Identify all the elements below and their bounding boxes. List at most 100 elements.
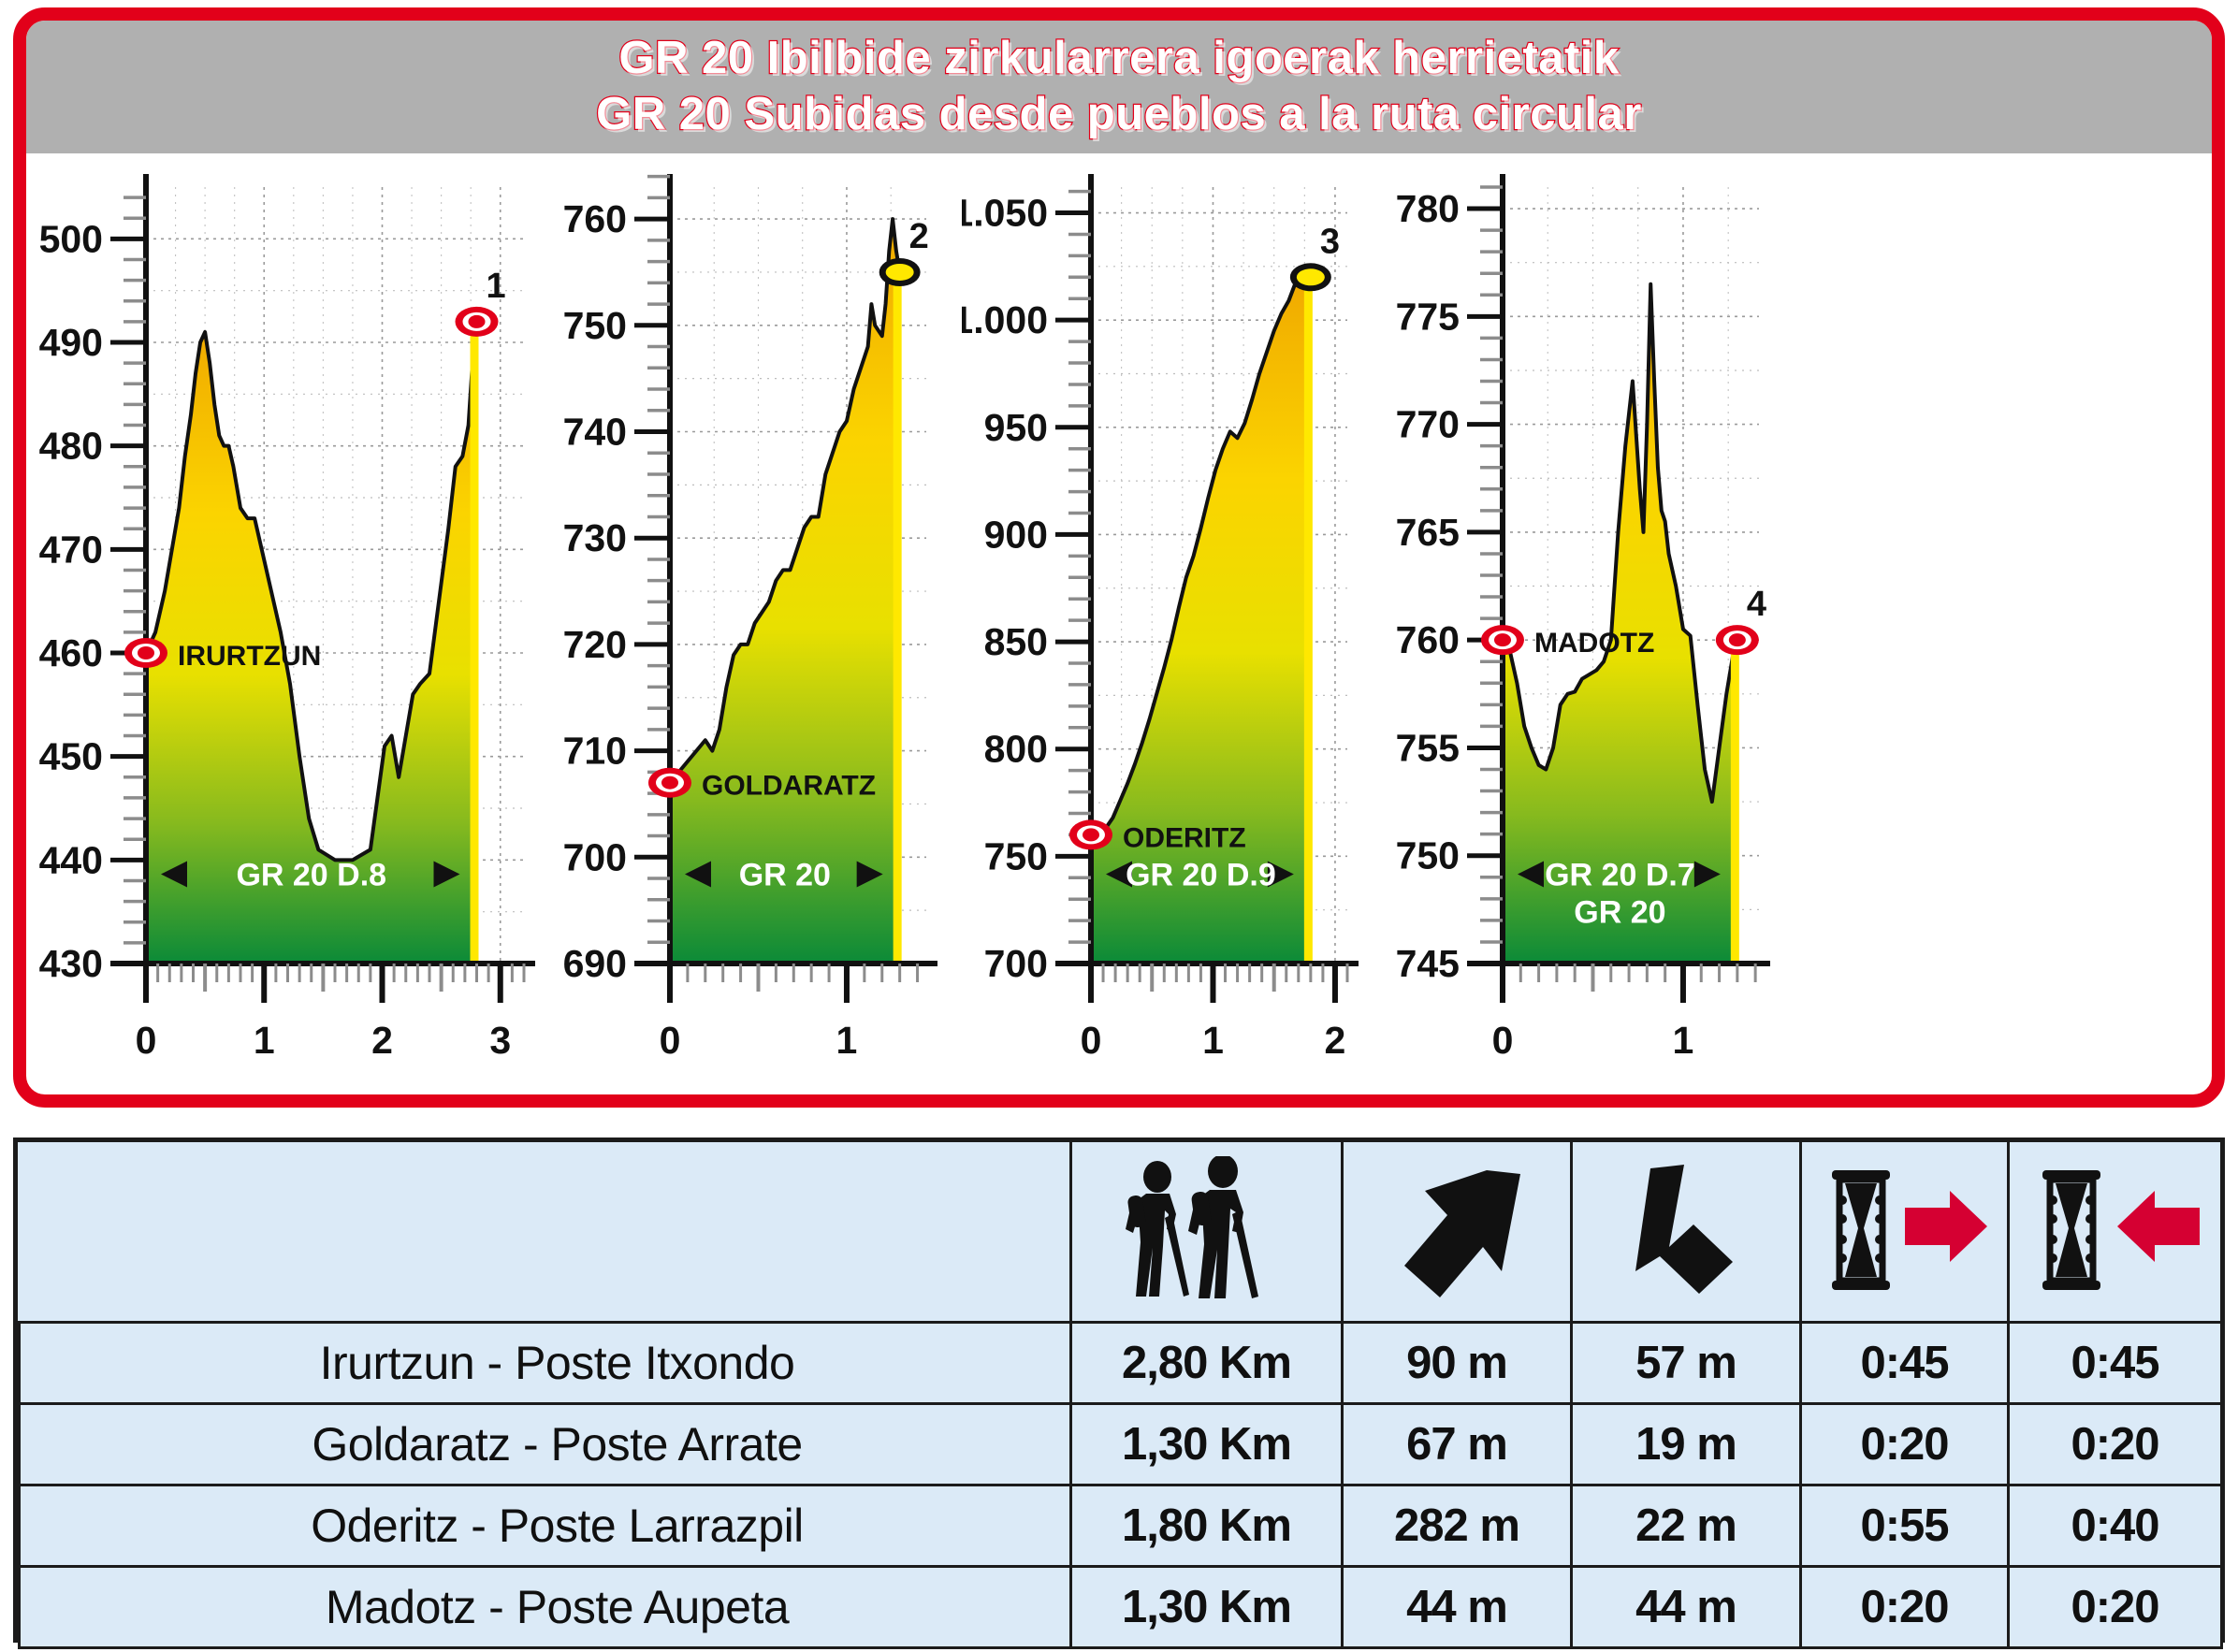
time-outbound-value: 0:20 xyxy=(1799,1401,2010,1486)
chart-1-plot: 430 440 450 460 470 480 490 500 0 1 2 3 GR 20 D.8 IRU… xyxy=(36,153,541,1094)
route-name: Oderitz - Poste Larrazpil xyxy=(18,1483,1072,1568)
svg-text:690: 690 xyxy=(563,942,627,985)
svg-text:480: 480 xyxy=(39,425,103,468)
svg-text:730: 730 xyxy=(563,516,627,559)
charts-row: 430 440 450 460 470 480 490 500 0 1 2 3 GR 20 D.8 IRU… xyxy=(26,153,2212,1094)
svg-text:4: 4 xyxy=(1747,585,1766,624)
elevation-chart-4: 745 750 755 760 765 770 775 780 0 1 GR 20 D.7 GR 20… xyxy=(1383,153,1776,1094)
svg-text:430: 430 xyxy=(39,942,103,985)
elevation-chart-3: 700 750 800 850 900 950 1.000 1.050 0 1 2 GR 20 D.9… xyxy=(962,153,1364,1094)
ascent-value: 90 m xyxy=(1341,1320,1573,1405)
svg-text:750: 750 xyxy=(984,834,1048,877)
svg-text:GOLDARATZ: GOLDARATZ xyxy=(702,771,876,802)
table-row: Irurtzun - Poste Itxondo 2,80 Km 90 m 57… xyxy=(18,1320,2223,1405)
time-return-value: 0:20 xyxy=(2007,1401,2223,1486)
svg-text:490: 490 xyxy=(39,321,103,364)
route-name: Madotz - Poste Aupeta xyxy=(18,1564,1072,1649)
svg-text:755: 755 xyxy=(1396,726,1460,769)
svg-text:ODERITZ: ODERITZ xyxy=(1123,822,1246,853)
time-outbound-value: 0:45 xyxy=(1799,1320,2010,1405)
svg-text:500: 500 xyxy=(39,217,103,260)
svg-text:MADOTZ: MADOTZ xyxy=(1534,628,1654,659)
time-return-value: 0:45 xyxy=(2007,1320,2223,1405)
svg-text:2: 2 xyxy=(371,1019,393,1062)
distance-value: 1,80 Km xyxy=(1069,1483,1344,1568)
descent-value: 44 m xyxy=(1570,1564,1802,1649)
svg-text:720: 720 xyxy=(563,623,627,666)
svg-text:750: 750 xyxy=(1396,834,1460,877)
title-band: GR 20 Ibilbide zirkularrera igoerak herr… xyxy=(26,21,2212,153)
svg-text:800: 800 xyxy=(984,728,1048,771)
svg-text:GR 20: GR 20 xyxy=(739,858,831,893)
svg-text:760: 760 xyxy=(563,197,627,240)
svg-text:760: 760 xyxy=(1396,618,1460,661)
svg-text:IRURTZUN: IRURTZUN xyxy=(178,641,321,672)
table-header-row xyxy=(19,1142,2223,1324)
svg-text:2: 2 xyxy=(1325,1019,1346,1062)
descent-value: 22 m xyxy=(1570,1483,1802,1568)
time-outbound-value: 0:20 xyxy=(1799,1564,2010,1649)
svg-text:1: 1 xyxy=(1673,1019,1694,1062)
svg-text:900: 900 xyxy=(984,513,1048,556)
chart-4-plot: 745 750 755 760 765 770 775 780 0 1 GR 20 D.7 GR 20… xyxy=(1383,153,1776,1094)
svg-text:3: 3 xyxy=(1320,222,1340,261)
svg-text:770: 770 xyxy=(1396,403,1460,446)
time-return-value: 0:40 xyxy=(2007,1483,2223,1568)
svg-text:GR 20: GR 20 xyxy=(1574,895,1665,931)
svg-text:0: 0 xyxy=(136,1019,157,1062)
title-line-spanish: GR 20 Subidas desde pueblos a la ruta ci… xyxy=(595,88,1643,140)
distance-value: 1,30 Km xyxy=(1069,1564,1344,1649)
time-return-value: 0:20 xyxy=(2007,1564,2223,1649)
svg-text:1.050: 1.050 xyxy=(962,192,1048,235)
ascent-arrow-icon xyxy=(1341,1142,1573,1324)
header-blank-cell xyxy=(19,1142,1072,1324)
route-name: Irurtzun - Poste Itxondo xyxy=(18,1320,1072,1405)
svg-text:1: 1 xyxy=(1202,1019,1224,1062)
svg-text:2: 2 xyxy=(909,217,929,256)
distance-value: 2,80 Km xyxy=(1069,1320,1344,1405)
hikers-icon xyxy=(1069,1142,1344,1324)
svg-text:750: 750 xyxy=(563,304,627,347)
svg-text:3: 3 xyxy=(489,1019,511,1062)
chart-3-plot: 700 750 800 850 900 950 1.000 1.050 0 1 2 GR 20 D.9… xyxy=(962,153,1364,1094)
svg-text:700: 700 xyxy=(563,835,627,878)
svg-text:GR 20 D.9: GR 20 D.9 xyxy=(1126,858,1276,893)
route-name: Goldaratz - Poste Arrate xyxy=(18,1401,1072,1486)
svg-text:850: 850 xyxy=(984,620,1048,663)
elevation-chart-1: 430 440 450 460 470 480 490 500 0 1 2 3 GR 20 D.8 IRU… xyxy=(36,153,541,1094)
svg-text:1: 1 xyxy=(254,1019,275,1062)
svg-text:440: 440 xyxy=(39,838,103,881)
descent-value: 57 m xyxy=(1570,1320,1802,1405)
table-row: Madotz - Poste Aupeta 1,30 Km 44 m 44 m … xyxy=(18,1564,2223,1649)
svg-text:780: 780 xyxy=(1396,187,1460,230)
elevation-panel: GR 20 Ibilbide zirkularrera igoerak herr… xyxy=(13,7,2225,1108)
svg-text:GR 20 D.8: GR 20 D.8 xyxy=(236,858,386,893)
svg-text:470: 470 xyxy=(39,528,103,571)
svg-text:1: 1 xyxy=(836,1019,858,1062)
svg-text:950: 950 xyxy=(984,406,1048,449)
svg-text:740: 740 xyxy=(563,411,627,454)
svg-text:1.000: 1.000 xyxy=(962,298,1048,341)
svg-text:775: 775 xyxy=(1396,295,1460,338)
svg-text:450: 450 xyxy=(39,735,103,778)
time-outbound-value: 0:55 xyxy=(1799,1483,2010,1568)
title-line-basque: GR 20 Ibilbide zirkularrera igoerak herr… xyxy=(618,32,1620,84)
hourglass-right-icon xyxy=(1799,1142,2010,1324)
descent-value: 19 m xyxy=(1570,1401,1802,1486)
distance-value: 1,30 Km xyxy=(1069,1401,1344,1486)
svg-text:1: 1 xyxy=(487,267,506,306)
table-row: Goldaratz - Poste Arrate 1,30 Km 67 m 19… xyxy=(18,1401,2223,1486)
svg-text:GR 20 D.7: GR 20 D.7 xyxy=(1545,858,1695,893)
elevation-chart-2: 690 700 710 720 730 740 750 760 0 1 GR 20 GOLDARATZ… xyxy=(550,153,943,1094)
table-row: Oderitz - Poste Larrazpil 1,80 Km 282 m … xyxy=(18,1483,2223,1568)
svg-text:710: 710 xyxy=(563,730,627,773)
svg-text:745: 745 xyxy=(1396,942,1460,985)
descent-arrow-icon xyxy=(1570,1142,1802,1324)
svg-text:765: 765 xyxy=(1396,511,1460,554)
hourglass-left-icon xyxy=(2007,1142,2223,1324)
svg-text:460: 460 xyxy=(39,631,103,674)
ascent-value: 282 m xyxy=(1341,1483,1573,1568)
ascent-value: 67 m xyxy=(1341,1401,1573,1486)
svg-text:0: 0 xyxy=(1081,1019,1102,1062)
